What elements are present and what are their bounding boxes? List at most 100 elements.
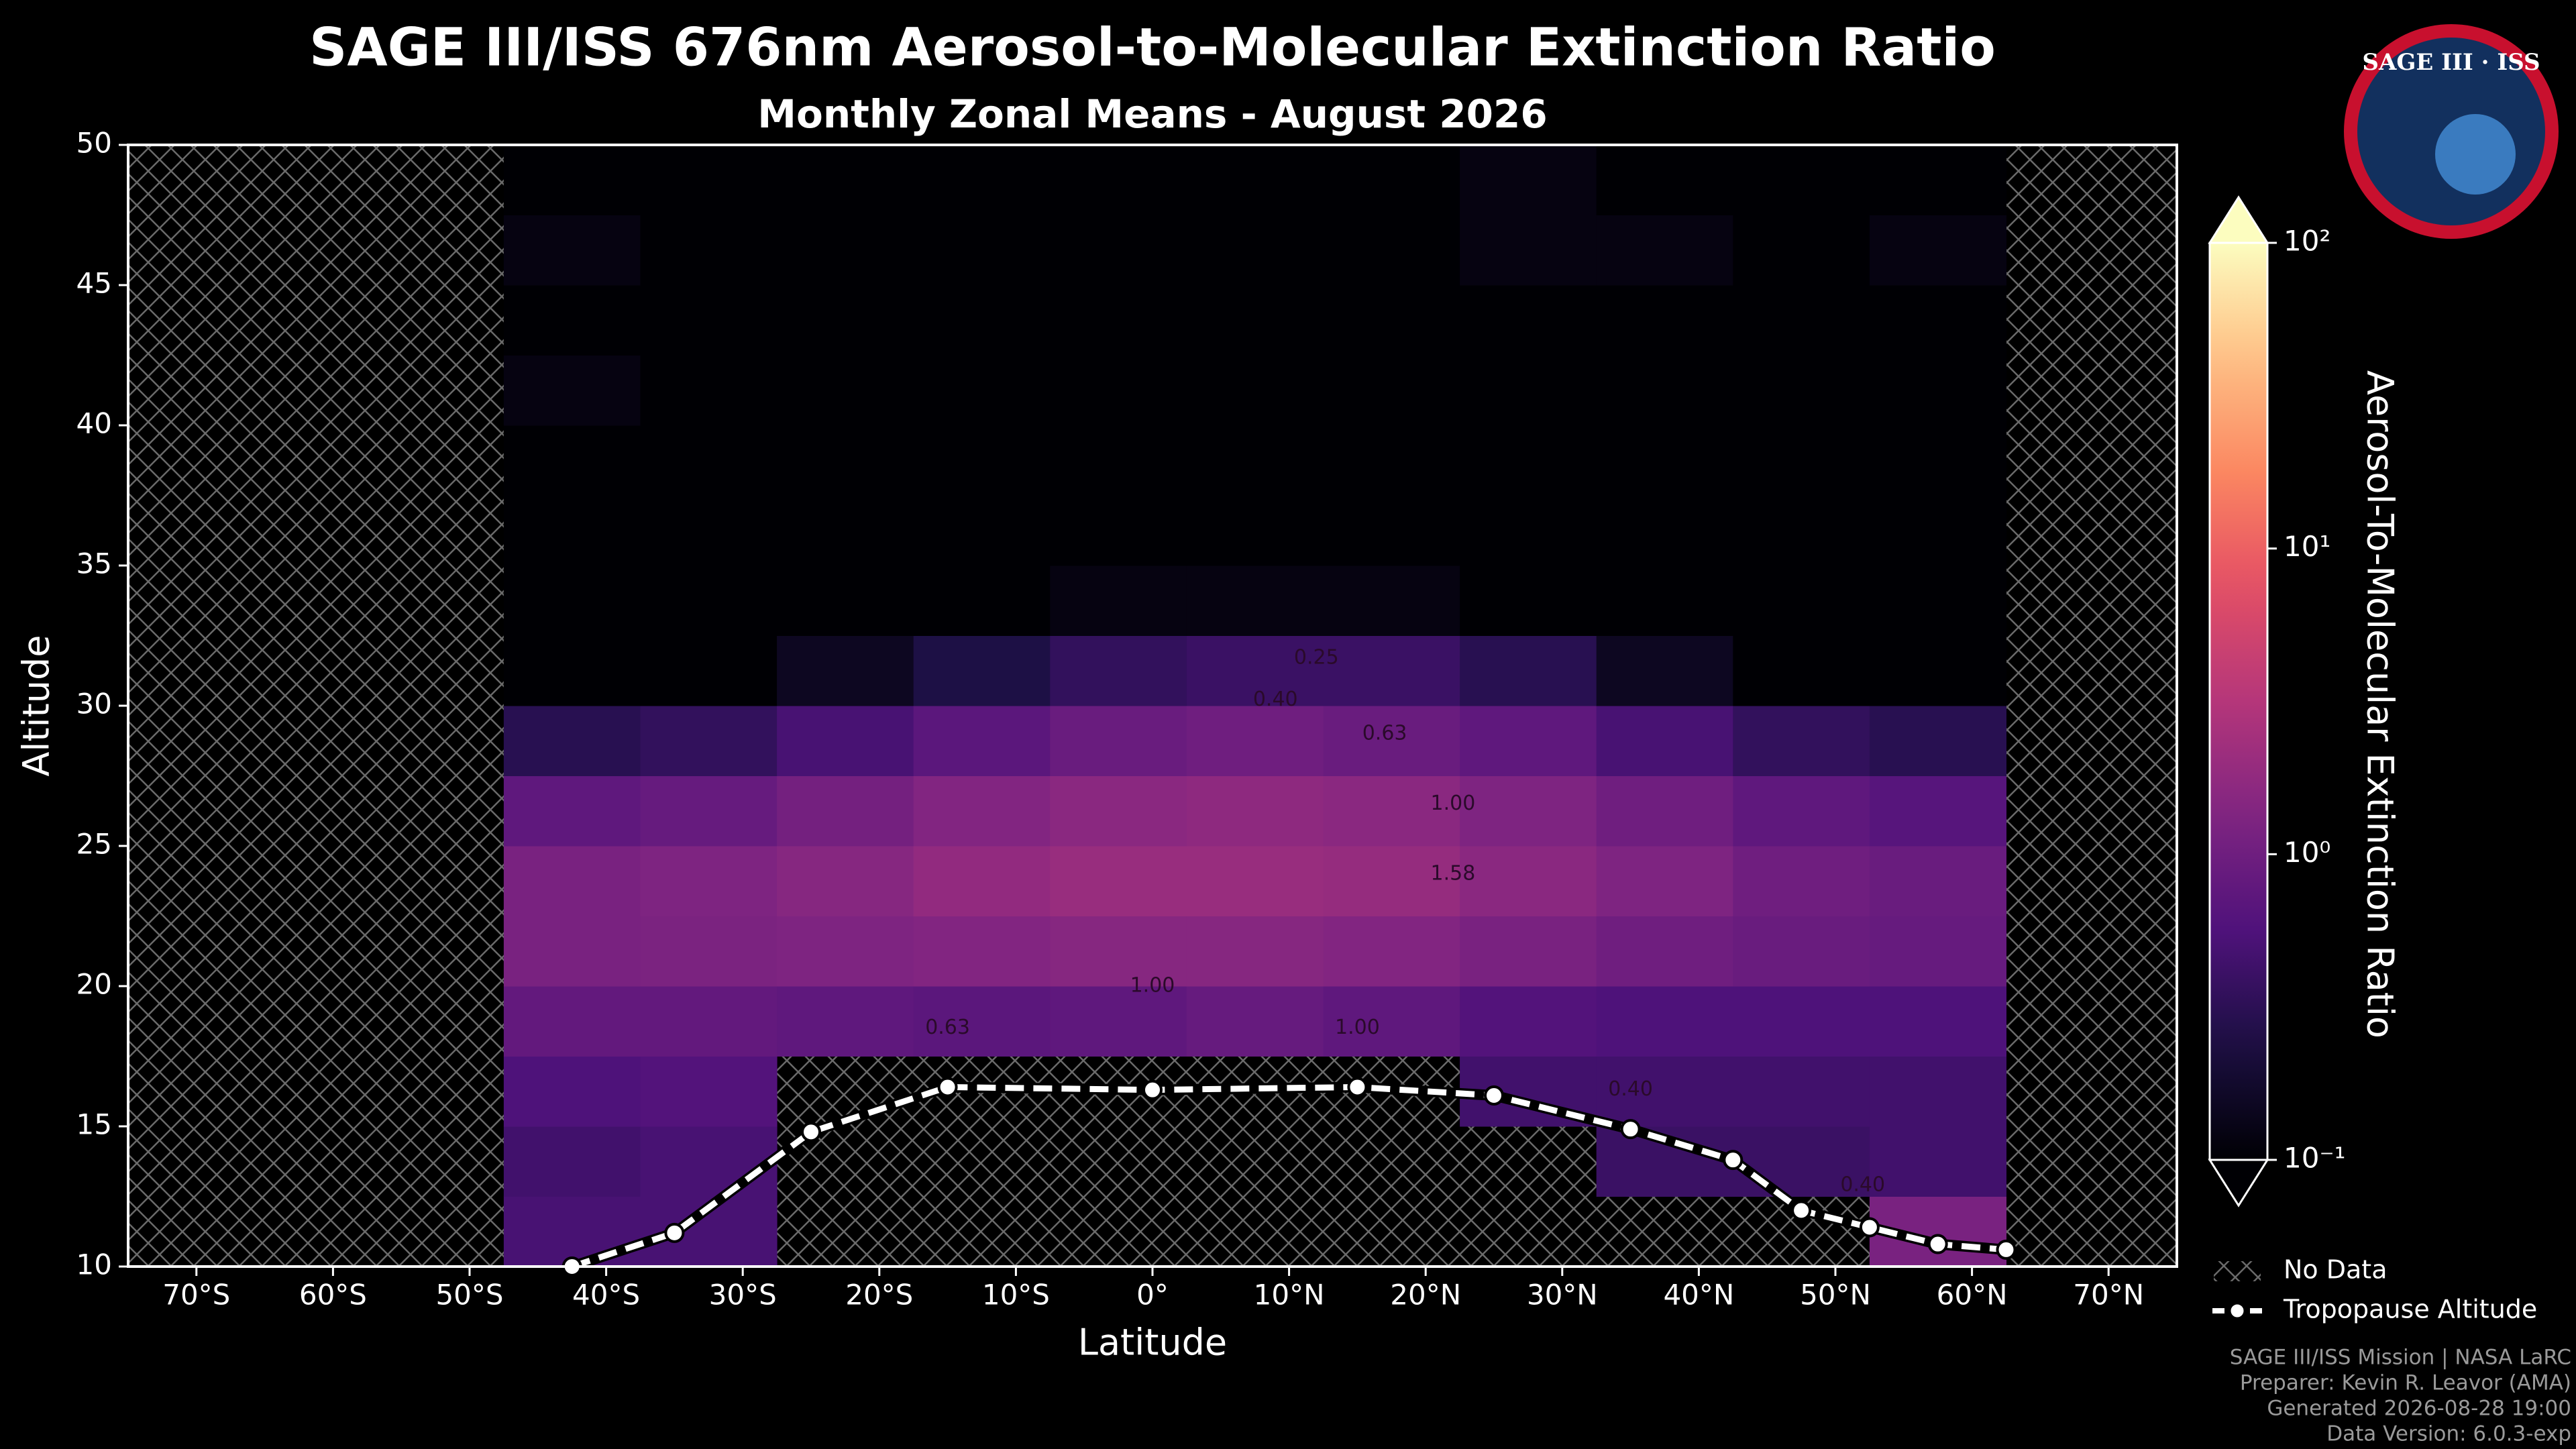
heatmap-cell: [777, 425, 914, 496]
heatmap-cell: [1050, 145, 1187, 215]
footer-line: SAGE III/ISS Mission | NASA LaRC: [2230, 1346, 2571, 1370]
heatmap-cell: [1050, 285, 1187, 356]
heatmap-cell: [1596, 495, 1733, 566]
heatmap-cell: [1323, 846, 1460, 916]
heatmap-cell: [777, 706, 914, 776]
heatmap-cell: [640, 145, 777, 215]
heatmap-cell: [913, 285, 1051, 356]
x-tick-label: 50°S: [435, 1279, 503, 1311]
heatmap-cell: [1596, 846, 1733, 916]
heatmap-cell: [1460, 495, 1597, 566]
heatmap-cell: [1186, 986, 1324, 1057]
contour-label: 1.00: [1431, 792, 1476, 815]
heatmap-cell: [640, 285, 777, 356]
x-tick-label: 60°S: [299, 1279, 367, 1311]
heatmap-cell: [777, 846, 914, 916]
heatmap-cell: [777, 775, 914, 847]
line-marker: [1723, 1150, 1743, 1171]
heatmap-cell: [1733, 215, 1870, 286]
x-tick-label: 40°N: [1663, 1279, 1734, 1311]
heatmap-cell: [1323, 706, 1460, 776]
x-tick-label: 10°S: [982, 1279, 1050, 1311]
heatmap-cell: [503, 635, 641, 706]
heatmap-cell: [913, 215, 1051, 286]
heatmap-cell: [1186, 846, 1324, 916]
heatmap-cell: [1869, 916, 2006, 987]
heatmap-cell: [1733, 145, 1870, 215]
contour-label: 0.63: [925, 1016, 970, 1039]
heatmap-cell: [1596, 1056, 1733, 1127]
footer-line: Preparer: Kevin R. Leavor (AMA): [2240, 1371, 2571, 1395]
heatmap-cell: [640, 566, 777, 636]
overlay: 0.25 0.40 0.63 1.00 1.58 1.00 0.63 1.00 0.40 0.40: [561, 645, 2017, 1277]
heatmap-cell: [1869, 215, 2006, 286]
heatmap-cell: [1460, 916, 1597, 987]
contour-label: 0.40: [1840, 1173, 1885, 1196]
heatmap-cell: [777, 566, 914, 636]
heatmap-cell: [913, 706, 1051, 776]
legend-hatch: [2214, 1261, 2261, 1281]
x-tick-label: 0°: [1136, 1279, 1169, 1311]
heatmap-cell: [1050, 775, 1187, 847]
heatmap-cell: [503, 916, 641, 987]
heatmap-cell: [1050, 916, 1187, 987]
heatmap-cell: [640, 425, 777, 496]
x-tick-label: 70°S: [162, 1279, 230, 1311]
heatmap-cell: [1460, 986, 1597, 1057]
heatmap-cell: [1869, 986, 2006, 1057]
x-tick-label: 30°S: [709, 1279, 777, 1311]
heatmap-cell: [1596, 285, 1733, 356]
heatmap-cell: [503, 1126, 641, 1197]
heatmap-cell: [913, 775, 1051, 847]
heatmap-cell: [913, 916, 1051, 987]
heatmap-cell: [503, 145, 641, 215]
logo-globe: [2435, 114, 2516, 195]
heatmap-cell: [913, 986, 1051, 1057]
heatmap-cell: [640, 215, 777, 286]
heatmap-cell: [1323, 916, 1460, 987]
line-marker: [664, 1222, 685, 1243]
heatmap-cell: [640, 1056, 777, 1127]
heatmap-cell: [1733, 706, 1870, 776]
heatmap-cell: [1460, 566, 1597, 636]
heatmap-cell: [640, 635, 777, 706]
line-marker: [1347, 1077, 1368, 1097]
line-marker: [801, 1122, 821, 1142]
colorbar-tick-label: 10⁻¹: [2284, 1142, 2345, 1175]
y-tick-label: 50: [76, 127, 112, 160]
heatmap-cell: [1733, 916, 1870, 987]
y-tick-label: 25: [76, 828, 112, 861]
heatmap-cell: [640, 1126, 777, 1197]
heatmap-cell: [777, 145, 914, 215]
x-tick-label: 30°N: [1527, 1279, 1598, 1311]
contour-label: 1.00: [1130, 974, 1175, 998]
heatmap-cell: [1050, 846, 1187, 916]
heatmap-cell: [1869, 1126, 2006, 1197]
footer-line: Generated 2026-08-28 19:00: [2267, 1397, 2571, 1421]
heatmap-cell: [1460, 846, 1597, 916]
y-tick-label: 30: [76, 688, 112, 720]
heatmap-cell: [1050, 355, 1187, 426]
contour-label: 1.00: [1335, 1016, 1380, 1039]
heatmap-cell: [1186, 635, 1324, 706]
heatmap-cell: [1323, 355, 1460, 426]
heatmap-cell: [1733, 425, 1870, 496]
heatmap-cell: [1869, 355, 2006, 426]
heatmap-cell: [1869, 495, 2006, 566]
heatmap-cell: [1050, 566, 1187, 636]
heatmap-cell: [1733, 635, 1870, 706]
heatmap-cell: [1323, 145, 1460, 215]
heatmap-cell: [1186, 566, 1324, 636]
heatmap-cell: [640, 706, 777, 776]
heatmap-cell: [1460, 635, 1597, 706]
logo: SAGE III · ISS: [2344, 24, 2559, 239]
heatmap-cell: [1733, 566, 1870, 636]
line-marker: [1484, 1085, 1504, 1106]
heatmap-cell: [1050, 215, 1187, 286]
heatmap-cell: [1186, 775, 1324, 847]
x-tick-label: 50°N: [1800, 1279, 1871, 1311]
heatmap-cell: [1596, 215, 1733, 286]
heatmap-cell: [1869, 145, 2006, 215]
heatmap-cell: [913, 846, 1051, 916]
